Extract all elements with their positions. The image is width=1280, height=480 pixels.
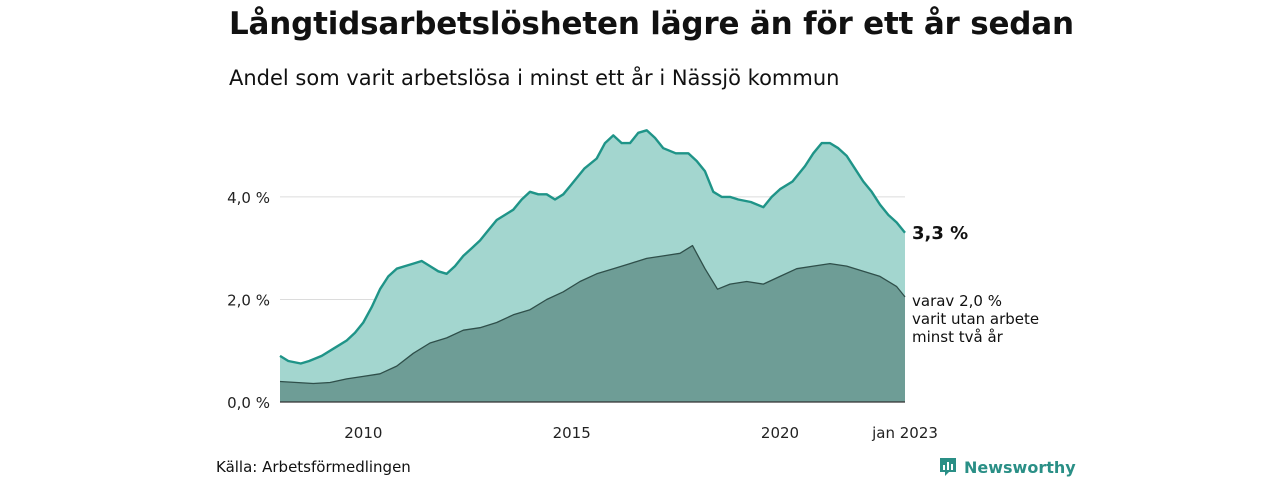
y-tick-label-2: 4,0 % bbox=[227, 189, 270, 207]
y-tick-label-1: 2,0 % bbox=[227, 291, 270, 309]
brand-logo: Newsworthy bbox=[938, 456, 1076, 478]
y-tick-label-0: 0,0 % bbox=[227, 394, 270, 412]
x-tick-label-0: 2010 bbox=[344, 424, 382, 442]
newsworthy-logo-icon bbox=[940, 458, 956, 476]
series-long-line bbox=[279, 244, 906, 385]
long-end-label-line-0: varav 2,0 % bbox=[912, 292, 1002, 310]
x-tick-label-1: 2015 bbox=[553, 424, 591, 442]
total-end-label: 3,3 % bbox=[912, 223, 968, 244]
brand-name: Newsworthy bbox=[964, 457, 1076, 477]
long-end-label-line-2: minst två år bbox=[912, 328, 1004, 346]
chart-subtitle: Andel som varit arbetslösa i minst ett å… bbox=[229, 66, 840, 90]
x-tick-label-3: jan 2023 bbox=[871, 424, 938, 442]
long-end-label-line-1: varit utan arbete bbox=[912, 310, 1039, 328]
series-total-line bbox=[279, 129, 906, 365]
series-long-area bbox=[280, 245, 905, 402]
x-tick-label-2: 2020 bbox=[761, 424, 799, 442]
chart-title: Långtidsarbetslösheten lägre än för ett … bbox=[229, 6, 1074, 42]
source-note: Källa: Arbetsförmedlingen bbox=[216, 458, 411, 476]
